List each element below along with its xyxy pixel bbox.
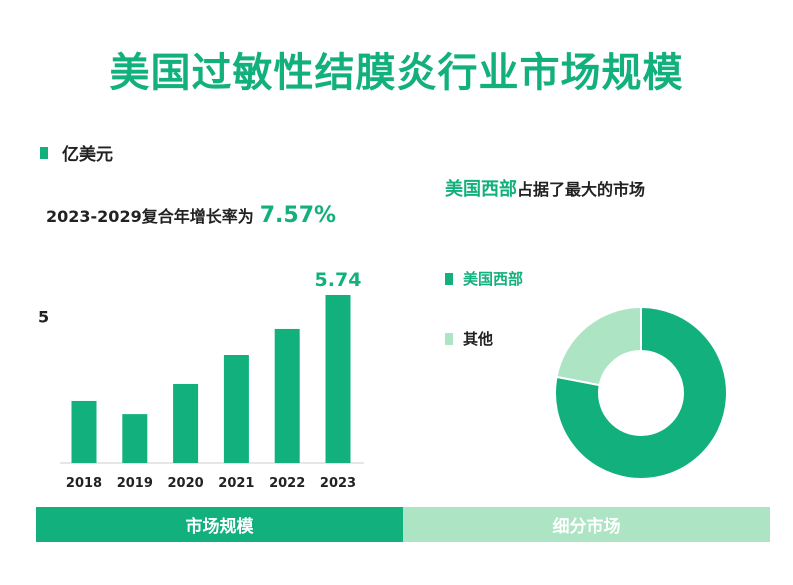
x-tick-label: 2018: [66, 476, 102, 491]
segment-title-highlight: 美国西部: [445, 179, 517, 200]
pie-legend-item-1: 其他: [445, 328, 493, 349]
tab-label: 细分市场: [552, 517, 621, 537]
cagr-value: 7.57%: [259, 203, 337, 228]
pie-legend-item-0: 美国西部: [445, 268, 523, 289]
legend-swatch: [40, 146, 48, 159]
x-tick-label: 2021: [218, 476, 254, 491]
cagr-label: 2023-2029复合年增长率为: [46, 207, 254, 226]
tab-market-size[interactable]: 市场规模: [36, 507, 403, 542]
legend-swatch: [445, 332, 453, 345]
segment-title: 美国西部占据了最大的市场: [445, 175, 645, 201]
legend-label: 其他: [463, 330, 494, 348]
bar-2019: [122, 414, 148, 463]
x-tick-label: 2022: [269, 476, 305, 491]
bar-2018: [71, 400, 97, 463]
page-title: 美国过敏性结膜炎行业市场规模: [109, 50, 684, 96]
unit-legend: 亿美元: [40, 140, 113, 165]
tab-bar: 市场规模 细分市场: [36, 507, 770, 542]
data-label: 5.74: [315, 269, 362, 291]
bar-2020: [173, 383, 199, 463]
x-tick-label: 2020: [168, 476, 204, 491]
bar-2023: [325, 295, 351, 463]
cagr-text: 2023-2029复合年增长率为 7.57%: [46, 203, 336, 228]
tab-label: 市场规模: [185, 517, 254, 537]
legend-swatch: [445, 272, 453, 285]
tab-segment[interactable]: 细分市场: [403, 507, 770, 542]
segment-title-rest: 占据了最大的市场: [517, 180, 646, 199]
x-tick-label: 2023: [320, 476, 356, 491]
donut-slice-0: [554, 305, 728, 480]
bar-2021: [223, 355, 249, 463]
legend-label: 美国西部: [463, 270, 524, 288]
y-tick-label: 5: [38, 308, 49, 327]
x-tick-label: 2019: [117, 476, 153, 491]
unit-label: 亿美元: [62, 145, 113, 165]
donut-slice-1: [555, 305, 642, 387]
bar-2022: [274, 328, 300, 463]
